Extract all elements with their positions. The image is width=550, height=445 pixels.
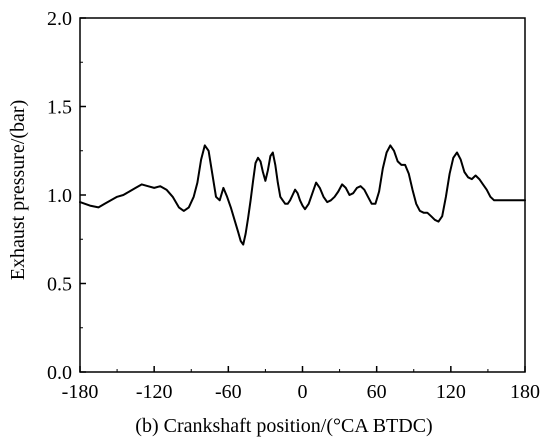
x-tick-label: -120 xyxy=(136,381,173,403)
y-tick-label: 2.0 xyxy=(47,8,72,30)
x-tick-label: 60 xyxy=(367,381,387,403)
x-tick-label: 0 xyxy=(298,381,308,403)
y-tick-label: 1.0 xyxy=(47,185,72,207)
plot-border xyxy=(79,17,526,373)
y-axis-title: Exhaust pressure/(bar) xyxy=(7,100,29,281)
series-layer xyxy=(79,144,526,246)
x-tick-label: -180 xyxy=(62,381,99,403)
plot-frame xyxy=(79,17,526,373)
y-tick-label: 0.0 xyxy=(47,362,72,384)
x-tick-label: -60 xyxy=(215,381,242,403)
y-tick-label: 1.5 xyxy=(47,97,72,119)
x-axis-title: (b) Crankshaft position/(°CA BTDC) xyxy=(135,415,432,437)
x-tick-label: 120 xyxy=(436,381,466,403)
exhaust-pressure-line xyxy=(79,144,526,246)
y-tick-label: 0.5 xyxy=(47,274,72,296)
axis-tick-labels: -180 -120 -60 0 60 120 180 0.0 0.5 1.0 1.5 2.0 xyxy=(47,8,540,403)
axis-ticks xyxy=(79,17,526,373)
x-tick-label: 180 xyxy=(510,381,540,403)
